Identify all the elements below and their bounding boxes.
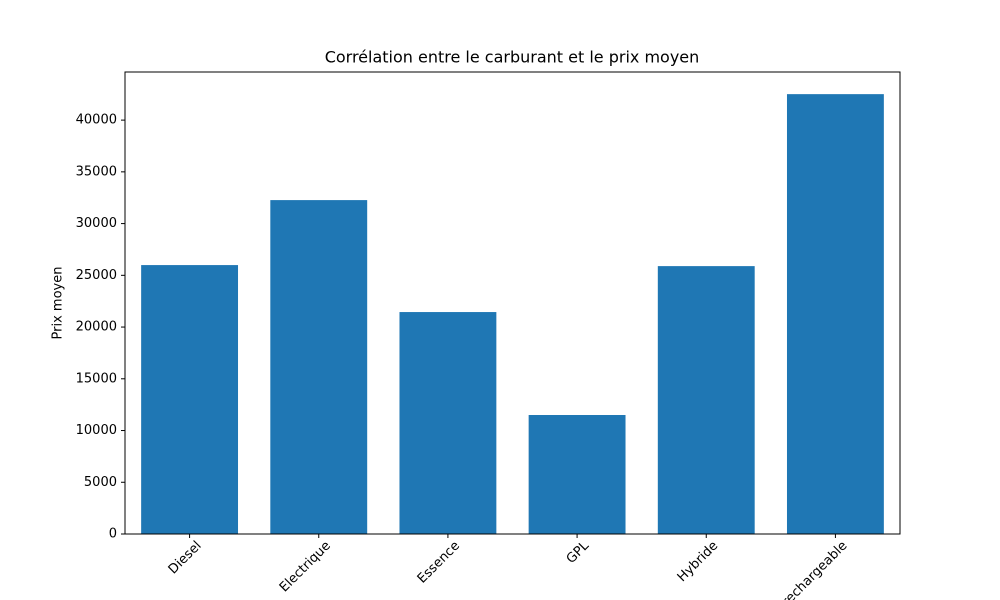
bar xyxy=(528,415,626,534)
bar xyxy=(786,94,884,535)
y-tick-label: 20000 xyxy=(76,320,117,335)
y-tick-label: 5000 xyxy=(84,475,117,490)
plot-frame xyxy=(124,71,901,535)
y-tick-label: 25000 xyxy=(76,268,117,283)
bar xyxy=(399,312,497,534)
y-tick-label: 40000 xyxy=(76,113,117,128)
y-tick-label: 0 xyxy=(109,527,117,542)
y-tick-label: 35000 xyxy=(76,164,117,179)
bar xyxy=(657,266,755,534)
y-tick-label: 30000 xyxy=(76,216,117,231)
y-tick-label: 10000 xyxy=(76,423,117,438)
chart-title: Corrélation entre le carburant et le pri… xyxy=(325,48,700,67)
bar xyxy=(141,265,239,534)
y-axis-label: Prix moyen xyxy=(51,267,66,340)
y-tick-label: 15000 xyxy=(76,371,117,386)
bar xyxy=(270,200,368,534)
